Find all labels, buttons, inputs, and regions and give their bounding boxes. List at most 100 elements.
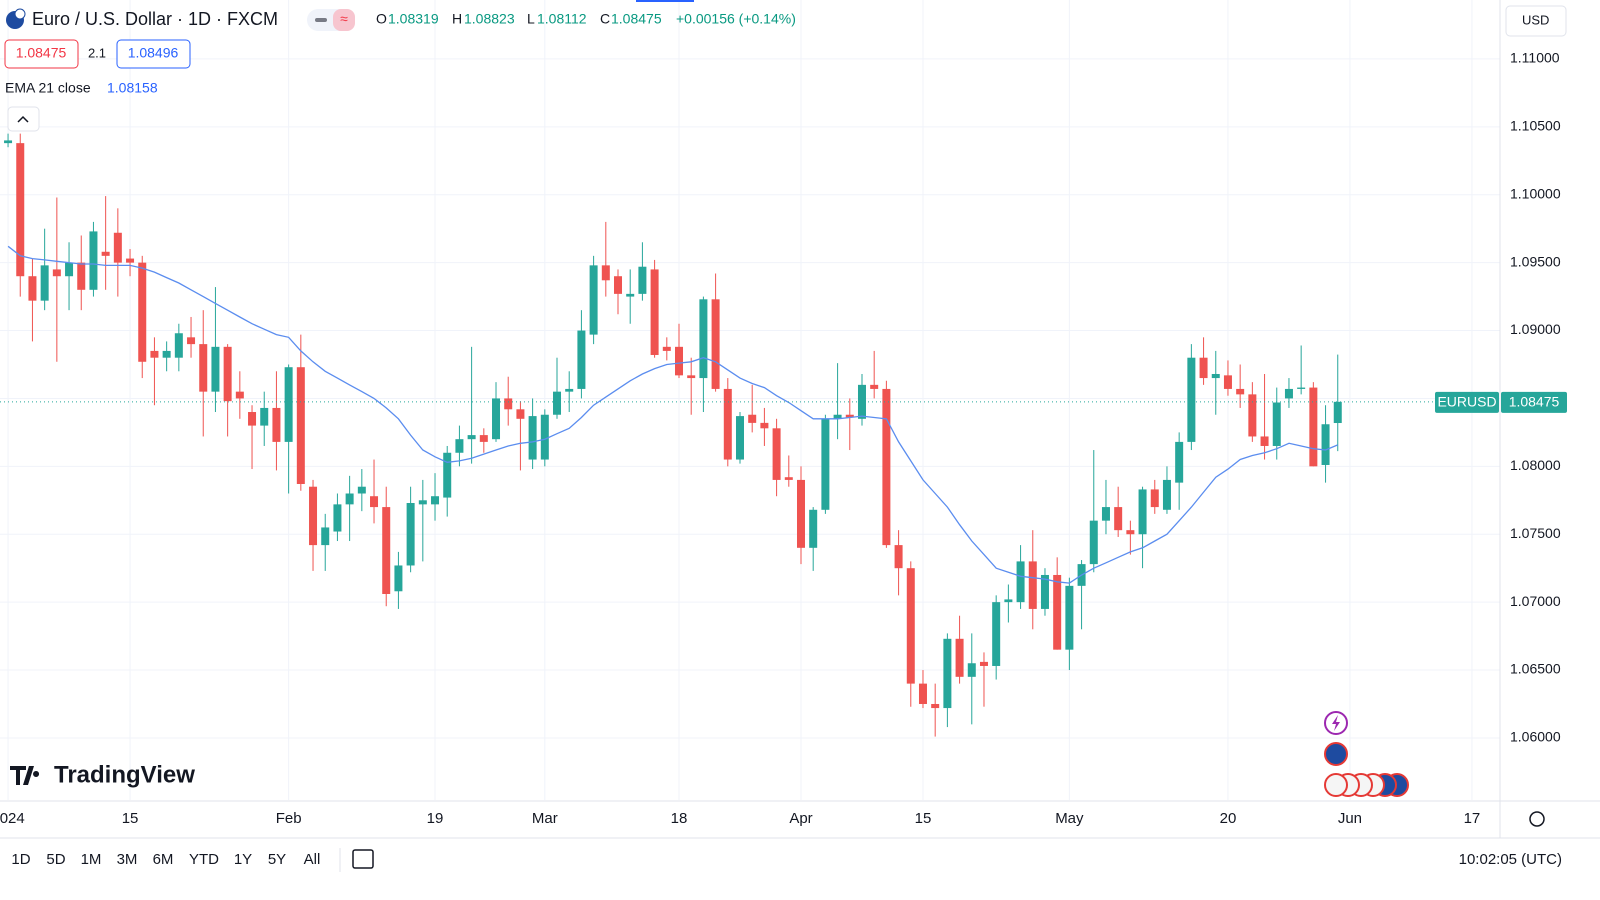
candle-body	[1028, 561, 1037, 609]
timeframe-button[interactable]: 1D	[11, 851, 30, 868]
candle-body	[1040, 574, 1049, 609]
event-icons-us[interactable]	[1324, 773, 1409, 797]
sell-price[interactable]: 1.08475	[16, 45, 67, 61]
candle-body	[357, 486, 366, 494]
y-tick-label: 1.07500	[1510, 525, 1561, 541]
y-tick-label: 1.11000	[1510, 50, 1560, 66]
x-tick-label: Apr	[789, 810, 812, 827]
timeframe-button[interactable]: All	[304, 851, 321, 868]
candle-body	[809, 509, 818, 548]
candle-body	[796, 479, 805, 548]
candle-body	[1114, 507, 1123, 531]
timeframes: 1D 5D 1M 3M 6M YTD 1Y 5Y All	[11, 851, 320, 868]
candle-body	[65, 262, 74, 277]
candle-body	[467, 435, 476, 440]
candle-body	[662, 346, 671, 351]
candle-body	[235, 391, 244, 399]
candle-body	[162, 350, 171, 358]
sell-button[interactable]	[4, 39, 79, 69]
candle-body	[223, 346, 232, 402]
collapse-button[interactable]	[7, 106, 40, 132]
buy-price[interactable]: 1.08496	[128, 45, 179, 61]
market-status-closed	[333, 9, 355, 31]
symbol-flag-eu	[14, 8, 26, 20]
candle-body	[723, 388, 732, 460]
date-range-icon[interactable]	[352, 849, 374, 869]
timeframe-button[interactable]: 1M	[81, 851, 102, 868]
candle-body	[479, 435, 488, 442]
y-tick-label: 1.07000	[1510, 593, 1561, 609]
timeframe-button[interactable]: YTD	[189, 851, 219, 868]
candle-body	[565, 388, 574, 392]
candle-body	[1053, 574, 1062, 650]
candle-body	[540, 414, 549, 460]
x-tick-label: Mar	[532, 810, 558, 827]
candle-body	[687, 375, 696, 379]
candle-body	[882, 388, 891, 546]
symbol-tag-bg	[1435, 391, 1499, 413]
x-tick-label: Feb	[276, 810, 302, 827]
currency-button[interactable]	[1505, 5, 1567, 37]
brand: TradingView	[54, 761, 195, 788]
candle-body	[943, 638, 952, 709]
candle-body	[1126, 530, 1135, 535]
ohlc-low: 1.08112	[537, 11, 587, 27]
candle-body	[284, 367, 293, 442]
candle-body	[296, 367, 305, 484]
candle-body	[1162, 479, 1171, 510]
x-tick-label: May	[1055, 810, 1084, 827]
candle-body	[28, 276, 37, 301]
event-icon-bolt[interactable]	[1332, 715, 1340, 731]
candle-body	[1309, 387, 1318, 467]
candle-body	[40, 265, 49, 301]
candle-body	[931, 703, 940, 709]
y-tick-label: 1.06000	[1510, 729, 1561, 745]
top-indicator	[636, 0, 694, 2]
candle-body	[748, 414, 757, 423]
event-icon-us[interactable]	[1324, 773, 1348, 797]
candle-body	[1004, 599, 1013, 603]
candle-body	[101, 251, 110, 256]
buy-button[interactable]	[116, 39, 191, 69]
candle-body	[614, 276, 623, 294]
candle-body	[553, 391, 562, 415]
candle-body	[857, 384, 866, 419]
collapse-icon[interactable]	[17, 115, 29, 123]
currency[interactable]: USD	[1522, 12, 1549, 27]
candle-body	[504, 398, 513, 410]
candle-body	[955, 638, 964, 677]
x-tick-label: 15	[915, 810, 932, 827]
x-tick-label: 19	[427, 810, 444, 827]
candle-body	[187, 337, 196, 345]
candle-body	[52, 269, 61, 277]
x-tick-label: 20	[1220, 810, 1237, 827]
timeframe-button[interactable]: 3M	[117, 851, 138, 868]
candle-body	[967, 663, 976, 677]
timeframe-button[interactable]: 5Y	[268, 851, 286, 868]
candle-body	[638, 266, 647, 294]
candle-body	[1321, 424, 1330, 465]
candle-body	[309, 486, 318, 546]
event-icon-eu[interactable]	[1324, 742, 1348, 766]
candle-body	[272, 407, 281, 442]
timeframe-button[interactable]: 1Y	[234, 851, 252, 868]
candle-body	[650, 269, 659, 355]
candle-body	[772, 428, 781, 480]
candle-body	[370, 496, 379, 508]
candle-body	[845, 414, 854, 418]
candle-body	[16, 143, 25, 277]
settings-icon[interactable]	[1529, 811, 1545, 827]
timeframe-button[interactable]: 6M	[153, 851, 174, 868]
candle-body	[431, 496, 440, 505]
x-tick-label: 2024	[0, 810, 25, 827]
candle-body	[113, 232, 122, 263]
timeframe-button[interactable]: 5D	[46, 851, 65, 868]
ohlc-high-label: H	[452, 11, 462, 27]
y-tick-label: 1.10000	[1510, 185, 1561, 201]
axes: 1.060001.065001.070001.075001.080001.085…	[0, 50, 1567, 827]
candle-body	[894, 545, 903, 569]
candle-body	[345, 493, 354, 505]
candle-body	[1297, 387, 1306, 389]
candle-body	[1089, 520, 1098, 565]
